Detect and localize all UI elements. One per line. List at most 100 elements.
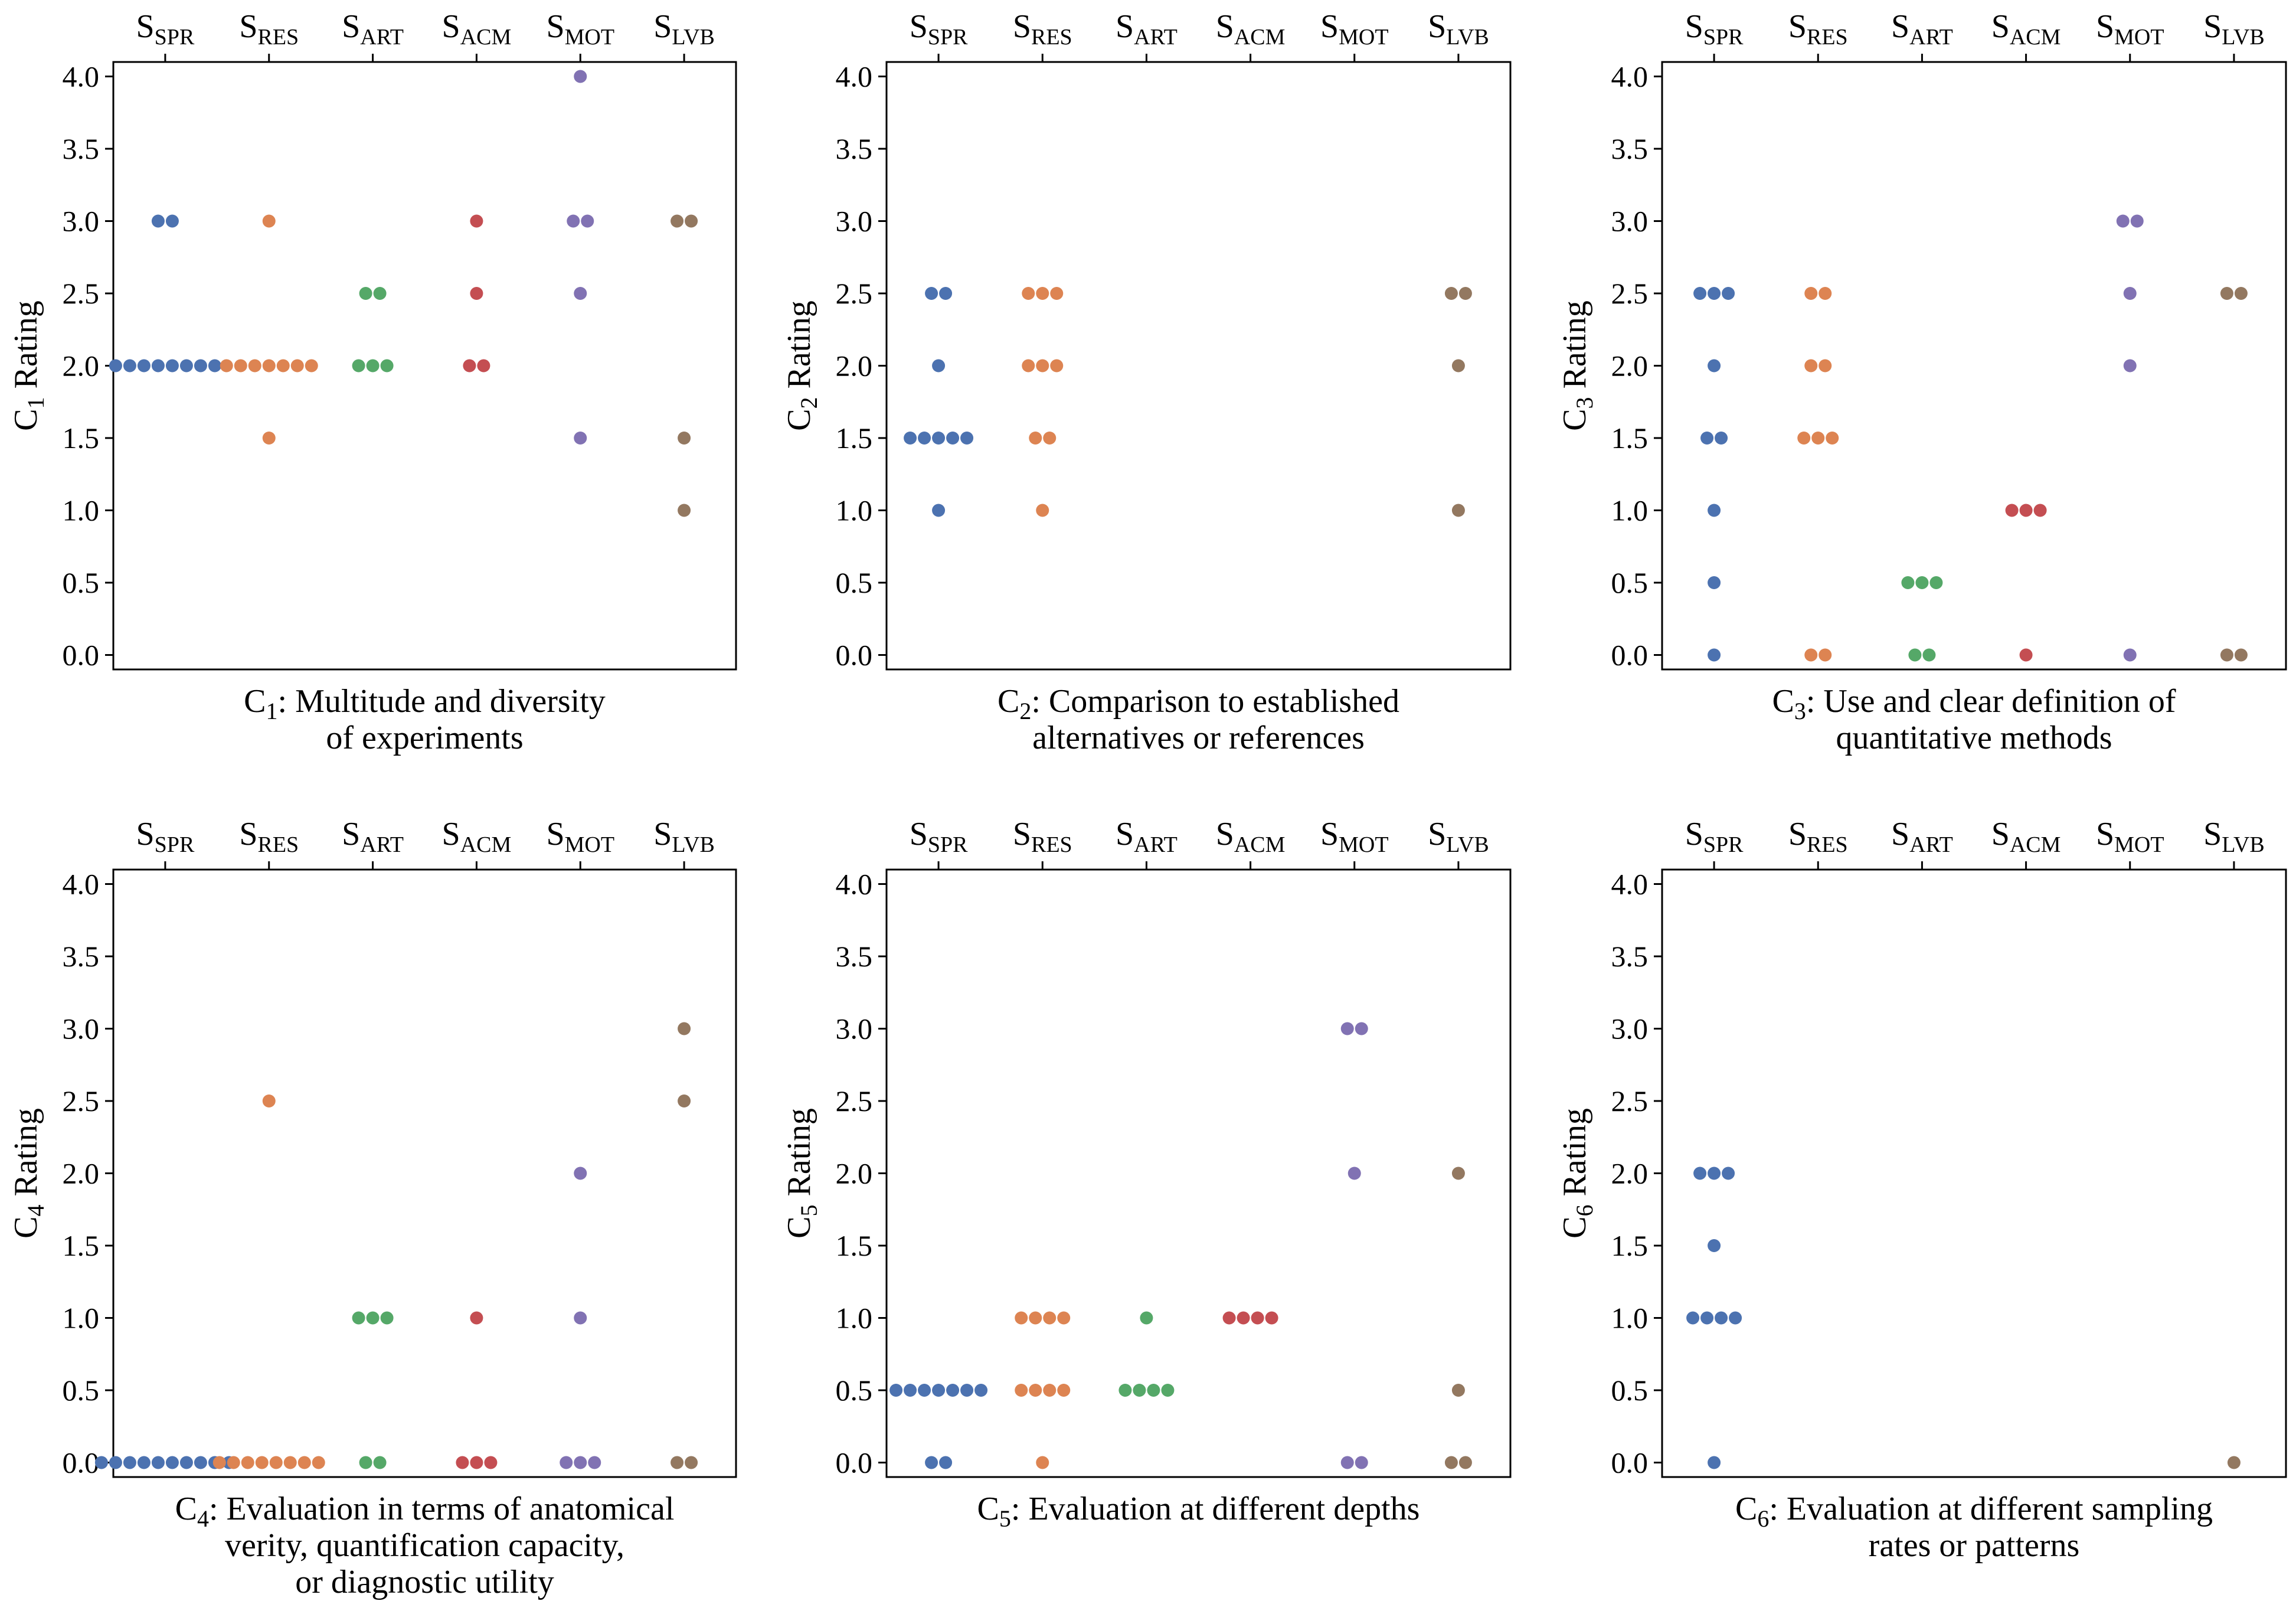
y-axis-label: C1 Rating [8, 300, 49, 431]
data-point-mot [574, 1456, 587, 1469]
y-tick-label: 1.0 [63, 494, 100, 527]
category-label-mot: SMOT [2096, 816, 2164, 857]
data-point-spr [123, 1456, 136, 1469]
category-label-acm: SACM [1216, 8, 1286, 50]
data-point-acm [2019, 504, 2033, 517]
data-point-acm [463, 359, 476, 373]
category-label-art: SART [1116, 8, 1178, 50]
data-point-acm [470, 1456, 483, 1469]
data-point-res [1036, 1456, 1049, 1469]
data-point-spr [932, 359, 946, 373]
data-point-res [1029, 432, 1042, 445]
data-point-spr [939, 287, 953, 300]
data-point-res [255, 1456, 269, 1469]
category-label-lvb: SLVB [653, 8, 715, 50]
data-point-res [1819, 359, 1832, 373]
data-point-spr [1708, 1456, 1721, 1469]
data-point-spr [1708, 576, 1721, 589]
data-point-spr [904, 432, 917, 445]
y-axis-label: C2 Rating [781, 300, 822, 431]
data-point-spr [1722, 287, 1735, 300]
y-tick-label: 3.0 [1611, 205, 1649, 238]
data-point-mot [1355, 1022, 1368, 1035]
data-point-art [373, 1456, 387, 1469]
data-point-spr [1708, 504, 1721, 517]
category-label-mot: SMOT [1320, 8, 1389, 50]
data-point-lvb [678, 432, 691, 445]
y-tick-label: 0.5 [63, 566, 100, 599]
data-point-art [359, 287, 372, 300]
chart-panel-c1: 0.0 0.5 1.0 1.5 2.0 2.5 3.0 3.5 4.0 SSPR SRES SART S… [8, 8, 737, 756]
y-tick-label: 0.0 [1611, 1446, 1649, 1479]
data-point-mot [2123, 287, 2137, 300]
chart-panel-c3: 0.0 0.5 1.0 1.5 2.0 2.5 3.0 3.5 4.0 SSPR SRES SART S… [1556, 8, 2287, 756]
y-tick-label: 0.5 [1611, 1374, 1649, 1407]
y-tick-label: 0.5 [1611, 566, 1649, 599]
data-point-lvb [2227, 1456, 2241, 1469]
data-point-spr [1700, 1311, 1714, 1325]
data-point-res [1029, 1384, 1042, 1397]
category-label-lvb: SLVB [2203, 816, 2265, 857]
category-label-acm: SACM [1216, 816, 1286, 857]
data-point-spr [165, 359, 179, 373]
data-point-acm [470, 1311, 483, 1325]
category-label-res: SRES [1788, 816, 1848, 857]
data-point-res [1022, 359, 1035, 373]
data-point-lvb [1451, 504, 1465, 517]
category-label-acm: SACM [1991, 816, 2061, 857]
y-tick-label: 3.0 [63, 1012, 100, 1045]
y-tick-label: 0.0 [836, 1446, 873, 1479]
data-point-res [1050, 359, 1064, 373]
category-label-mot: SMOT [2096, 8, 2164, 50]
y-tick-label: 0.0 [836, 639, 873, 672]
data-point-lvb [1444, 287, 1458, 300]
data-point-spr [165, 214, 179, 228]
y-tick-label: 4.0 [63, 60, 100, 93]
y-tick-label: 0.5 [836, 566, 873, 599]
data-point-spr [137, 1456, 151, 1469]
y-axis-label: C5 Rating [781, 1108, 822, 1239]
data-point-spr [932, 504, 946, 517]
data-point-res [283, 1456, 297, 1469]
data-point-res [297, 1456, 311, 1469]
data-point-spr [932, 1384, 946, 1397]
data-point-res [290, 359, 304, 373]
panel-caption-line: or diagnostic utility [295, 1564, 554, 1600]
chart-panel-c4: 0.0 0.5 1.0 1.5 2.0 2.5 3.0 3.5 4.0 SSPR SRES SART S… [8, 816, 737, 1600]
panel-caption-line: C1: Multitude and diversity [244, 683, 606, 724]
panel-caption-line: C3: Use and clear definition of [1772, 683, 2176, 724]
data-point-acm [2019, 648, 2033, 662]
chart-panel-c5: 0.0 0.5 1.0 1.5 2.0 2.5 3.0 3.5 4.0 SSPR SRES SART S… [781, 816, 1512, 1532]
data-point-spr [1708, 287, 1721, 300]
panel-caption-line: C4: Evaluation in terms of anatomical [175, 1491, 675, 1532]
data-point-spr [1729, 1311, 1742, 1325]
data-point-res [269, 1456, 283, 1469]
data-point-spr [179, 359, 193, 373]
data-point-art [1915, 576, 1929, 589]
y-tick-label: 3.5 [1611, 940, 1649, 973]
data-point-art [1908, 648, 1922, 662]
category-label-spr: SSPR [910, 8, 968, 50]
category-label-mot: SMOT [1320, 816, 1389, 857]
panel-caption-line: alternatives or references [1032, 720, 1365, 756]
y-tick-label: 1.0 [1611, 1302, 1649, 1335]
y-tick-label: 0.5 [836, 1374, 873, 1407]
y-tick-label: 0.0 [63, 639, 100, 672]
data-point-art [366, 1311, 380, 1325]
y-tick-label: 1.0 [63, 1302, 100, 1335]
category-label-lvb: SLVB [1428, 816, 1489, 857]
y-tick-label: 1.5 [1611, 1229, 1649, 1262]
data-point-mot [1340, 1022, 1354, 1035]
data-point-spr [1722, 1167, 1735, 1180]
y-tick-label: 3.0 [836, 205, 873, 238]
data-point-spr [918, 432, 931, 445]
panel-caption-line: C6: Evaluation at different sampling [1735, 1491, 2213, 1532]
data-point-lvb [678, 1022, 691, 1035]
category-label-res: SRES [239, 8, 299, 50]
y-tick-label: 1.5 [836, 1229, 873, 1262]
category-label-art: SART [342, 816, 404, 857]
data-point-spr [109, 1456, 122, 1469]
data-point-res [248, 359, 261, 373]
y-tick-label: 3.0 [836, 1012, 873, 1045]
